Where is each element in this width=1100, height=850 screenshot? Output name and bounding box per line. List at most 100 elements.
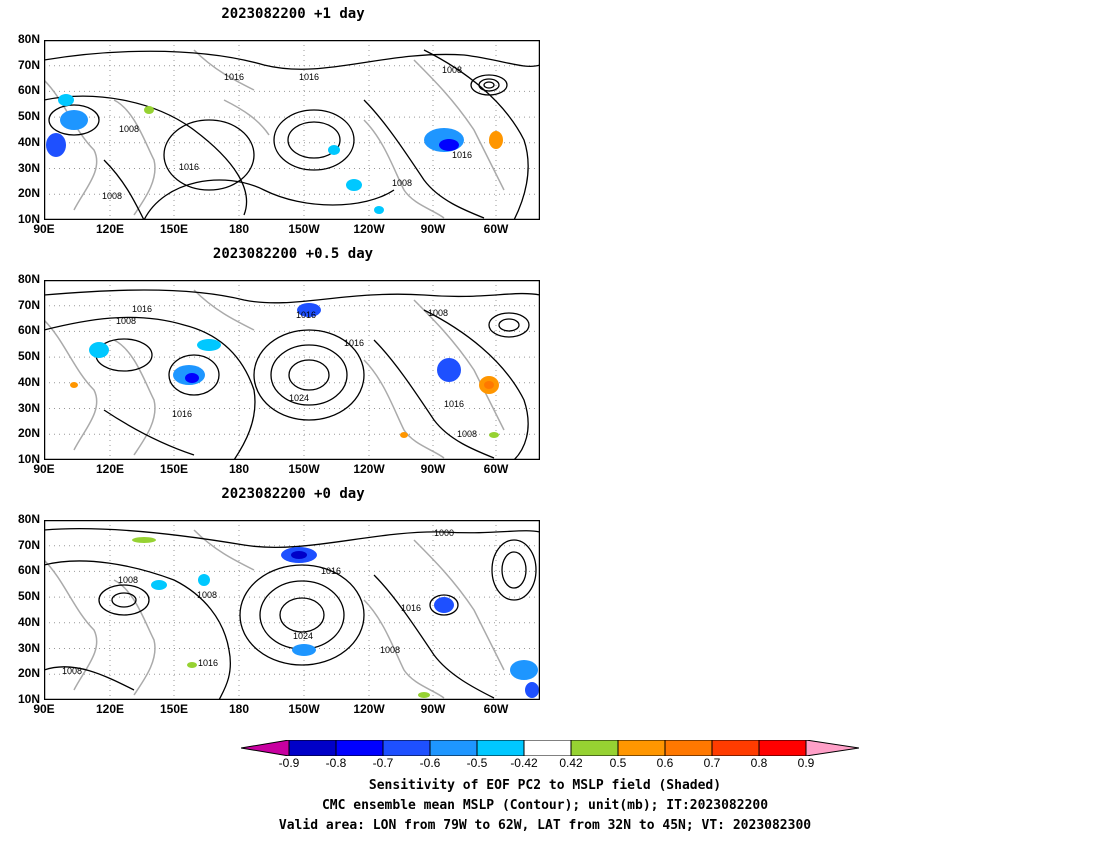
lon-tick-label: 90E — [33, 222, 55, 236]
lon-tick-label: 150W — [288, 222, 320, 236]
lat-tick-label: 70N — [17, 57, 40, 72]
lon-tick-label: 90E — [33, 702, 55, 716]
contour-label: 1008 — [442, 65, 462, 75]
colorbar-tick-label: -0.6 — [419, 756, 441, 770]
lon-tick-label: 180 — [228, 462, 250, 476]
lon-tick-label: 150E — [159, 222, 189, 236]
map-panel: 1008 1008 1016 1000 1024 1016 1016 1008 … — [44, 520, 540, 700]
lon-tick-label: 150E — [159, 702, 189, 716]
lat-tick-label: 20N — [17, 426, 40, 441]
lat-tick-label: 40N — [17, 374, 40, 389]
lat-tick-label: 10N — [17, 692, 40, 706]
colorbar-swatch — [711, 739, 760, 757]
colorbar-swatch — [570, 739, 619, 757]
lon-tick-label: 120W — [353, 462, 385, 476]
contour-label: 1016 — [132, 304, 152, 314]
contour-label: 1016 — [198, 658, 218, 668]
colorbar-swatch — [382, 739, 431, 757]
lat-tick-label: 10N — [17, 212, 40, 226]
contour-label: 1024 — [293, 631, 313, 641]
lon-tick-label: 60W — [483, 462, 509, 476]
colorbar-tick-label: 0.8 — [750, 756, 768, 770]
lat-tick-label: 80N — [17, 32, 40, 46]
colorbar-tick-label: -0.42 — [510, 756, 538, 770]
colorbar-tick-label: 0.5 — [609, 756, 627, 770]
lat-tick-label: 70N — [17, 537, 40, 552]
colorbar-tick-label: -0.5 — [466, 756, 488, 770]
contour-label: 1016 — [299, 72, 319, 82]
caption-line-2: CMC ensemble mean MSLP (Contour); unit(m… — [321, 798, 769, 813]
caption-line-1: Sensitivity of EOF PC2 to MSLP field (Sh… — [368, 778, 722, 793]
lat-tick-label: 60N — [17, 83, 40, 98]
lat-tick-label: 40N — [17, 134, 40, 149]
contour-label: 1016 — [172, 409, 192, 419]
contour-label: 1008 — [428, 308, 448, 318]
lon-tick-label: 90W — [420, 462, 446, 476]
panel-title: 2023082200 +1 day — [221, 6, 365, 22]
contour-label: 1016 — [452, 150, 472, 160]
lon-tick-label: 60W — [483, 222, 509, 236]
contour-label: 1016 — [444, 399, 464, 409]
contour-label: 1016 — [344, 338, 364, 348]
colorbar-swatch — [476, 739, 525, 757]
colorbar-swatch — [617, 739, 666, 757]
lat-tick-label: 50N — [17, 109, 40, 124]
contour-label: 1008 — [119, 124, 139, 134]
colorbar-tick-label: 0.6 — [656, 756, 674, 770]
lat-tick-label: 50N — [17, 349, 40, 364]
caption-line-3: Valid area: LON from 79W to 62W, LAT fro… — [278, 818, 812, 833]
lat-tick-label: 60N — [17, 323, 40, 338]
lat-tick-label: 30N — [17, 640, 40, 655]
colorbar-tick-label: -0.8 — [325, 756, 347, 770]
colorbar-swatch — [523, 739, 572, 757]
lat-tick-label: 40N — [17, 614, 40, 629]
lon-tick-label: 180 — [228, 222, 250, 236]
contour-label: 1008 — [457, 429, 477, 439]
colorbar-swatch — [758, 739, 807, 757]
colorbar-swatch — [288, 739, 337, 757]
contour-label: 1008 — [380, 645, 400, 655]
lon-tick-label: 150E — [159, 462, 189, 476]
lat-tick-label: 30N — [17, 160, 40, 175]
colorbar-swatch — [335, 739, 384, 757]
panel-title: 2023082200 +0.5 day — [212, 246, 374, 262]
lat-tick-label: 20N — [17, 186, 40, 201]
lon-tick-label: 120E — [95, 462, 125, 476]
lon-tick-label: 90W — [420, 702, 446, 716]
colorbar — [240, 739, 860, 757]
lat-tick-label: 70N — [17, 297, 40, 312]
contour-label: 1016 — [321, 566, 341, 576]
contour-label: 1008 — [102, 191, 122, 201]
panel-title: 2023082200 +0 day — [221, 486, 365, 502]
colorbar-tick-label: 0.7 — [703, 756, 721, 770]
contour-label: 1008 — [116, 316, 136, 326]
colorbar-tick-label: 0.9 — [797, 756, 815, 770]
lat-tick-label: 10N — [17, 452, 40, 466]
lon-tick-label: 120W — [353, 222, 385, 236]
lon-tick-label: 120E — [95, 702, 125, 716]
lat-tick-label: 30N — [17, 400, 40, 415]
map-panel: 1016 1008 1016 1016 1008 1024 1016 1016 … — [44, 280, 540, 460]
contour-label: 1016 — [401, 603, 421, 613]
lon-tick-label: 90W — [420, 222, 446, 236]
colorbar-tick-label: -0.7 — [372, 756, 394, 770]
lon-tick-label: 60W — [483, 702, 509, 716]
lon-tick-label: 90E — [33, 462, 55, 476]
contour-label: 1016 — [224, 72, 244, 82]
lon-tick-label: 120E — [95, 222, 125, 236]
colorbar-swatch — [664, 739, 713, 757]
map-panel: 1016 1016 1008 1008 1016 1008 1016 1008 — [44, 40, 540, 220]
colorbar-tick-label: 0.42 — [559, 756, 583, 770]
lat-tick-label: 60N — [17, 563, 40, 578]
lat-tick-label: 20N — [17, 666, 40, 681]
contour-label: 1016 — [296, 310, 316, 320]
contour-label: 1024 — [289, 393, 309, 403]
contour-label: 1008 — [392, 178, 412, 188]
lon-tick-label: 150W — [288, 702, 320, 716]
colorbar-tick-label: -0.9 — [278, 756, 300, 770]
contour-label: 1008 — [118, 575, 138, 585]
lat-tick-label: 50N — [17, 589, 40, 604]
colorbar-swatch — [429, 739, 478, 757]
contour-label: 1016 — [179, 162, 199, 172]
colorbar-arrow-left — [240, 739, 290, 757]
